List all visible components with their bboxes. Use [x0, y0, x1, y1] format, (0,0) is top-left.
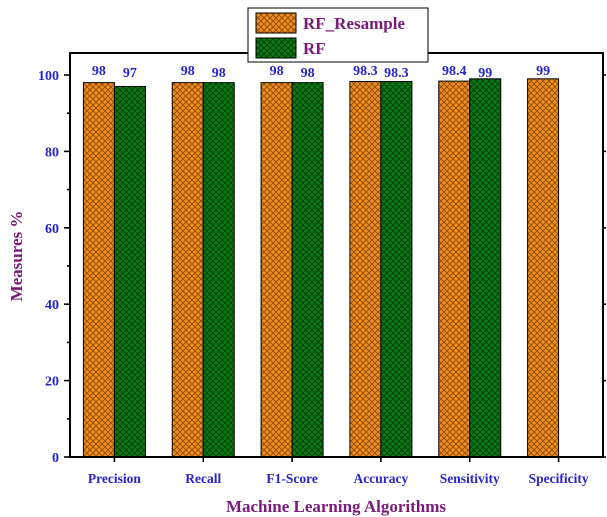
- x-tick-label: Sensitivity: [440, 471, 500, 486]
- bar-rf-precision: [113, 85, 146, 458]
- bar-rf-resample-f1-score: [260, 82, 293, 458]
- y-tick-label: 0: [52, 451, 59, 466]
- data-label: 98: [212, 66, 226, 81]
- x-tick-label: Recall: [185, 471, 221, 486]
- bar-rf-resample-accuracy: [349, 80, 382, 458]
- x-tick-label: Precision: [88, 471, 141, 486]
- data-labels: 98 97 98 98 98 98 98.3 98.3 98.4 99 99: [92, 64, 550, 81]
- legend: RF_Resample RF: [247, 7, 429, 63]
- data-label: 98: [301, 66, 315, 81]
- legend-swatch: [255, 37, 297, 59]
- y-tick-label: 60: [45, 222, 59, 237]
- bar-rf-resample-recall: [171, 82, 204, 458]
- data-label: 98.4: [442, 64, 467, 79]
- plot-frame: [69, 52, 604, 458]
- y-axis-title: Measures %: [7, 211, 26, 302]
- y-tick-label: 40: [45, 298, 59, 313]
- bar-rf-accuracy: [380, 80, 413, 458]
- legend-swatch: [255, 12, 297, 34]
- data-label: 98: [270, 64, 284, 79]
- x-axis-title: Machine Learning Algorithms: [226, 497, 446, 516]
- data-label: 98: [181, 64, 195, 79]
- data-label: 98.3: [353, 64, 378, 79]
- x-tick-label: Specificity: [529, 471, 589, 486]
- bars: [82, 78, 560, 458]
- bar-rf-resample-sensitivity: [438, 80, 471, 458]
- bar-rf-recall: [202, 82, 235, 458]
- axes: [69, 52, 604, 458]
- bar-rf-f1-score: [291, 82, 324, 458]
- legend-label: RF_Resample: [303, 14, 405, 33]
- bar-rf-sensitivity: [469, 78, 502, 458]
- y-tick-label: 20: [45, 375, 59, 390]
- x-tick-label: F1-Score: [266, 471, 317, 486]
- data-label: 99: [478, 66, 492, 81]
- data-label: 98.3: [384, 66, 409, 81]
- data-label: 98: [92, 64, 106, 79]
- bar-rf-resample-precision: [82, 82, 115, 458]
- y-tick-label: 100: [38, 69, 59, 84]
- x-tick-label: Accuracy: [354, 471, 409, 486]
- data-label: 97: [123, 66, 137, 81]
- legend-label: RF: [303, 39, 326, 58]
- data-label: 99: [536, 64, 550, 79]
- y-tick-label: 80: [45, 145, 59, 160]
- ticks: 0 20 40 60 80 100 Precision Recall F1-Score Accur…: [38, 69, 606, 486]
- bar-rf-resample-specificity: [527, 78, 560, 458]
